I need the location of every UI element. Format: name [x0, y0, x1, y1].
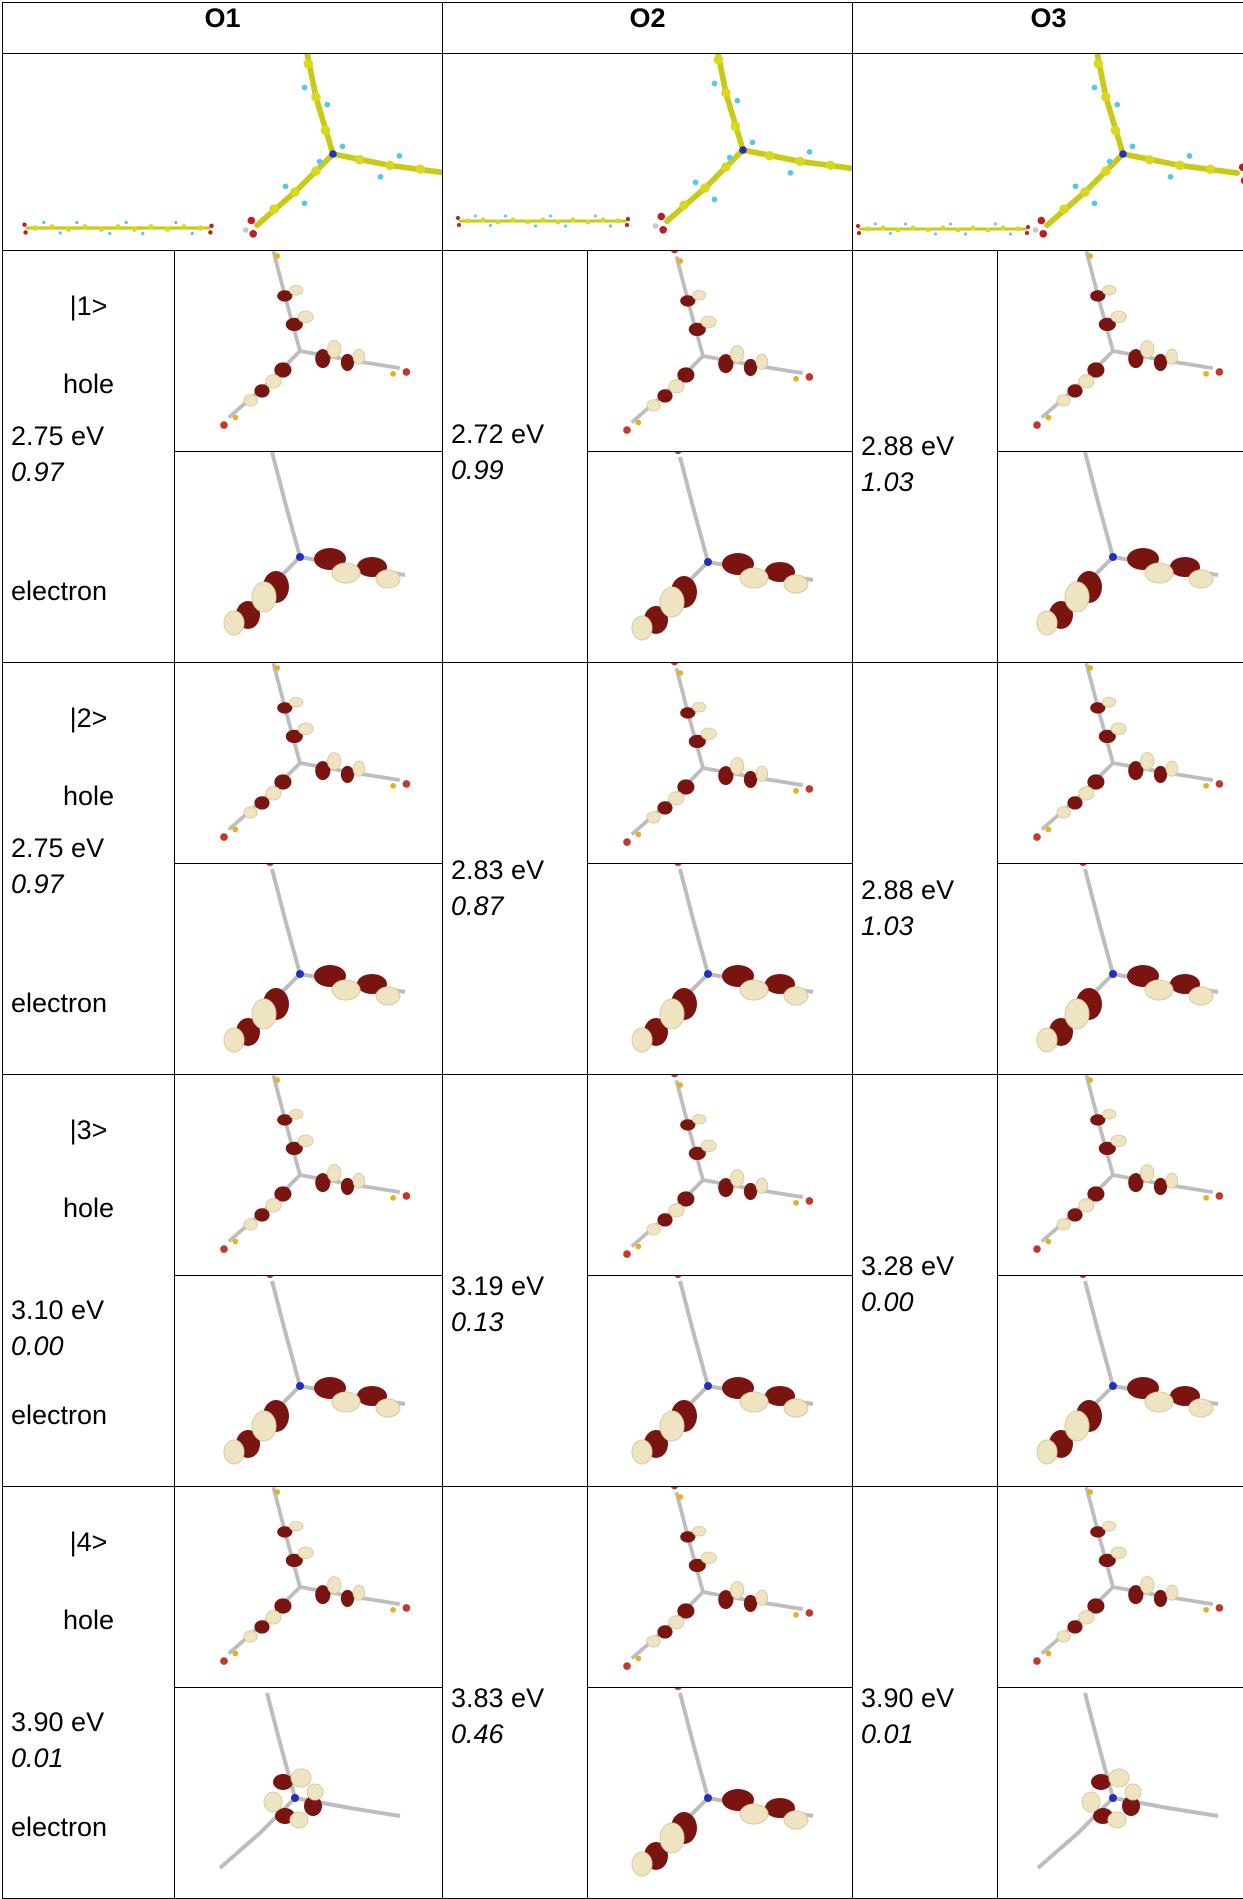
- hole-orbital-image: [998, 663, 1243, 864]
- electron-orbital-image: [998, 864, 1243, 1075]
- oscillator-strength: 0.00: [11, 1331, 64, 1362]
- electron-orbital-image: [998, 452, 1243, 663]
- excitation-energy: 2.83 eV: [451, 855, 544, 886]
- electron-orbital-image: [588, 1276, 853, 1487]
- oscillator-strength: 0.99: [451, 455, 504, 486]
- excitation-energy: 2.72 eV: [451, 419, 544, 450]
- excitation-energy: 2.75 eV: [11, 421, 104, 452]
- excitation-energy: 3.19 eV: [451, 1271, 544, 1302]
- oscillator-strength: 1.03: [861, 911, 914, 942]
- hole-orbital-image: [588, 1075, 853, 1276]
- state-value-o3: 2.88 eV 1.03: [853, 251, 998, 663]
- state-value-o3: 3.90 eV 0.01: [853, 1487, 998, 1899]
- oscillator-strength: 0.87: [451, 891, 504, 922]
- hole-orbital-image: [998, 1075, 1243, 1276]
- structure-o1: [3, 54, 443, 251]
- oscillator-strength: 0.97: [11, 869, 64, 900]
- hole-orbital-image: [588, 251, 853, 452]
- oscillator-strength: 0.01: [11, 1743, 64, 1774]
- hole-orbital-image: [588, 1487, 853, 1688]
- electron-label: electron: [11, 1400, 107, 1431]
- hole-label: hole: [3, 1605, 174, 1636]
- electron-orbital-image: [588, 864, 853, 1075]
- oscillator-strength: 0.01: [861, 1719, 914, 1750]
- state-label-3: |3> hole 3.10 eV 0.00 electron: [3, 1075, 175, 1487]
- electron-orbital-image: [588, 452, 853, 663]
- column-header-o1: O1: [3, 3, 443, 54]
- electron-orbital-image: [998, 1688, 1243, 1899]
- electron-label: electron: [11, 1812, 107, 1843]
- structure-o2: [443, 54, 853, 251]
- electron-orbital-image: [175, 1688, 443, 1899]
- excitation-energy: 3.83 eV: [451, 1683, 544, 1714]
- electron-label: electron: [11, 576, 107, 607]
- excitation-energy: 2.88 eV: [861, 431, 954, 462]
- state-value-o3: 3.28 eV 0.00: [853, 1075, 998, 1487]
- electron-orbital-image: [175, 1276, 443, 1487]
- excitation-energy: 3.28 eV: [861, 1251, 954, 1282]
- electron-orbital-image: [998, 1276, 1243, 1487]
- hole-orbital-image: [998, 1487, 1243, 1688]
- oscillator-strength: 0.46: [451, 1719, 504, 1750]
- excitation-energy: 2.75 eV: [11, 833, 104, 864]
- state-value-o2: 2.72 eV 0.99: [443, 251, 588, 663]
- oscillator-strength: 0.00: [861, 1287, 914, 1318]
- molecule-structure-image: [3, 54, 442, 250]
- state-value-o2: 3.19 eV 0.13: [443, 1075, 588, 1487]
- state-label-2: |2> hole 2.75 eV 0.97 electron: [3, 663, 175, 1075]
- hole-label: hole: [3, 1193, 174, 1224]
- state-value-o2: 2.83 eV 0.87: [443, 663, 588, 1075]
- excitation-energy: 2.88 eV: [861, 875, 954, 906]
- state-value-o2: 3.83 eV 0.46: [443, 1487, 588, 1899]
- structure-o3: [853, 54, 1243, 251]
- molecule-structure-image: [853, 54, 1243, 250]
- state-ket: |3>: [3, 1115, 174, 1146]
- state-ket: |4>: [3, 1527, 174, 1558]
- column-header-o3: O3: [853, 3, 1243, 54]
- hole-orbital-image: [175, 1075, 443, 1276]
- oscillator-strength: 0.13: [451, 1307, 504, 1338]
- excitation-energy: 3.90 eV: [11, 1707, 104, 1738]
- oscillator-strength: 1.03: [861, 467, 914, 498]
- state-label-1: |1> hole 2.75 eV 0.97 electron: [3, 251, 175, 663]
- excitation-energy: 3.10 eV: [11, 1295, 104, 1326]
- hole-orbital-image: [998, 251, 1243, 452]
- state-ket: |1>: [3, 291, 174, 322]
- oscillator-strength: 0.97: [11, 457, 64, 488]
- hole-orbital-image: [175, 251, 443, 452]
- hole-orbital-image: [175, 1487, 443, 1688]
- excitation-energy: 3.90 eV: [861, 1683, 954, 1714]
- state-ket: |2>: [3, 703, 174, 734]
- electron-orbital-image: [175, 864, 443, 1075]
- hole-label: hole: [3, 781, 174, 812]
- state-value-o3: 2.88 eV 1.03: [853, 663, 998, 1075]
- hole-orbital-image: [175, 663, 443, 864]
- state-label-4: |4> hole 3.90 eV 0.01 electron: [3, 1487, 175, 1899]
- electron-label: electron: [11, 988, 107, 1019]
- hole-orbital-image: [588, 663, 853, 864]
- molecule-structure-image: [443, 54, 852, 250]
- electron-orbital-image: [588, 1688, 853, 1899]
- electron-orbital-image: [175, 452, 443, 663]
- hole-label: hole: [3, 369, 174, 400]
- column-header-o2: O2: [443, 3, 853, 54]
